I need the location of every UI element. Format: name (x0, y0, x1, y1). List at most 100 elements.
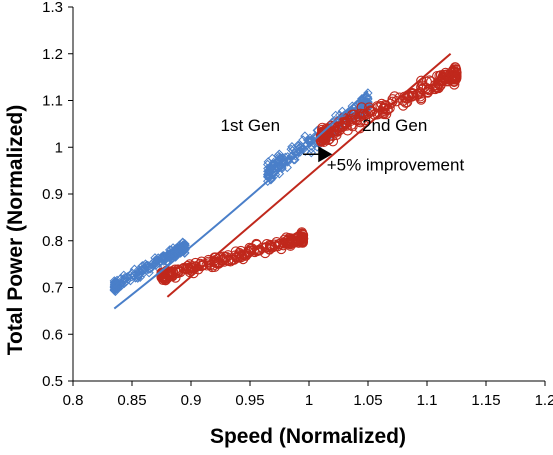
trendline-2nd-gen (166, 52, 452, 298)
point-1st-gen (130, 273, 141, 283)
point-2nd-gen (440, 67, 451, 79)
x-tick-label: 0.95 (235, 392, 264, 409)
point-1st-gen (146, 259, 156, 270)
point-1st-gen (165, 252, 176, 263)
annotation-label: 2nd Gen (362, 116, 427, 135)
y-tick-label: 1 (55, 139, 63, 156)
x-tick-label: 1.1 (417, 392, 438, 409)
point-1st-gen (180, 239, 190, 249)
point-2nd-gen (297, 236, 308, 247)
point-2nd-gen (238, 249, 249, 261)
point-2nd-gen (320, 134, 331, 146)
improvement-arrow (303, 146, 333, 163)
y-tick-label: 1.1 (42, 93, 63, 110)
x-tick-label: 0.8 (63, 392, 84, 409)
point-1st-gen (263, 163, 273, 174)
point-2nd-gen (210, 252, 221, 264)
point-2nd-gen (374, 108, 385, 119)
point-2nd-gen (265, 240, 277, 251)
point-2nd-gen (435, 75, 447, 87)
point-2nd-gen (325, 120, 337, 131)
trendline-1st-gen (113, 90, 369, 310)
point-1st-gen (168, 250, 178, 260)
point-1st-gen (142, 260, 153, 271)
point-1st-gen (163, 249, 173, 260)
annotation-label: 1st Gen (221, 116, 281, 135)
point-1st-gen (287, 146, 298, 156)
y-tick-label: 1.2 (42, 46, 63, 63)
point-2nd-gen (377, 108, 389, 119)
annotations: 1st Gen 2nd Gen +5% improvement (221, 116, 465, 175)
point-1st-gen (300, 131, 310, 141)
point-2nd-gen (318, 126, 329, 137)
point-1st-gen (133, 273, 143, 283)
point-2nd-gen (285, 235, 296, 246)
point-2nd-gen (451, 72, 462, 84)
point-2nd-gen (339, 114, 350, 125)
trendlines (113, 52, 452, 310)
point-2nd-gen (398, 95, 409, 106)
point-1st-gen (176, 247, 187, 257)
y-tick-label: 0.5 (42, 373, 63, 390)
x-tick-label: 1 (305, 392, 313, 409)
point-1st-gen (109, 277, 120, 288)
point-2nd-gen (169, 264, 181, 275)
point-2nd-gen (331, 129, 342, 141)
y-tick-label: 0.8 (42, 233, 63, 250)
point-2nd-gen (418, 82, 430, 93)
point-1st-gen (134, 266, 144, 277)
x-axis-title: Speed (Normalized) (210, 425, 406, 448)
point-2nd-gen (406, 88, 417, 100)
point-1st-gen (150, 253, 160, 263)
point-2nd-gen (448, 72, 459, 83)
point-2nd-gen (235, 252, 246, 263)
point-2nd-gen (193, 264, 204, 275)
point-1st-gen (171, 243, 181, 254)
y-tick-label: 0.7 (42, 280, 63, 297)
point-1st-gen (109, 284, 120, 295)
point-2nd-gen (379, 102, 390, 113)
point-2nd-gen (356, 102, 367, 113)
x-axis-ticks: 0.8 0.85 0.9 0.95 1 1.05 1.1 1.15 1.2 (63, 381, 553, 409)
point-1st-gen (357, 101, 367, 112)
point-2nd-gen (260, 241, 272, 253)
point-1st-gen (119, 274, 129, 285)
point-2nd-gen (424, 75, 435, 86)
point-1st-gen (269, 168, 279, 178)
y-tick-label: 0.9 (42, 186, 63, 203)
point-1st-gen (267, 159, 278, 169)
point-2nd-gen (372, 109, 383, 120)
data-points (109, 62, 462, 297)
annotation-label: +5% improvement (327, 156, 465, 175)
point-2nd-gen (404, 92, 415, 103)
y-tick-label: 1.3 (42, 0, 63, 16)
point-2nd-gen (160, 274, 171, 286)
point-2nd-gen (336, 121, 347, 132)
point-1st-gen (133, 265, 144, 275)
point-2nd-gen (423, 83, 434, 95)
point-1st-gen (278, 152, 288, 163)
y-axis-title: Total Power (Normalized) (4, 105, 27, 355)
point-1st-gen (363, 88, 373, 98)
point-2nd-gen (416, 75, 427, 86)
x-tick-label: 1.2 (535, 392, 553, 409)
point-2nd-gen (438, 73, 449, 84)
point-2nd-gen (283, 236, 294, 248)
y-tick-label: 0.6 (42, 326, 63, 343)
y-axis-ticks: 0.5 0.6 0.7 0.8 0.9 1 1.1 1.2 1.3 (42, 0, 73, 390)
point-1st-gen (109, 279, 120, 289)
x-tick-label: 1.05 (353, 392, 382, 409)
point-2nd-gen (351, 115, 363, 126)
point-1st-gen (274, 152, 284, 162)
point-2nd-gen (297, 233, 308, 244)
x-tick-label: 0.9 (181, 392, 202, 409)
point-2nd-gen (449, 74, 460, 85)
point-2nd-gen (210, 256, 221, 268)
point-2nd-gen (411, 90, 422, 101)
point-1st-gen (179, 240, 190, 251)
point-2nd-gen (416, 82, 427, 93)
point-2nd-gen (417, 80, 428, 91)
point-1st-gen (293, 141, 304, 152)
x-tick-label: 1.15 (471, 392, 500, 409)
